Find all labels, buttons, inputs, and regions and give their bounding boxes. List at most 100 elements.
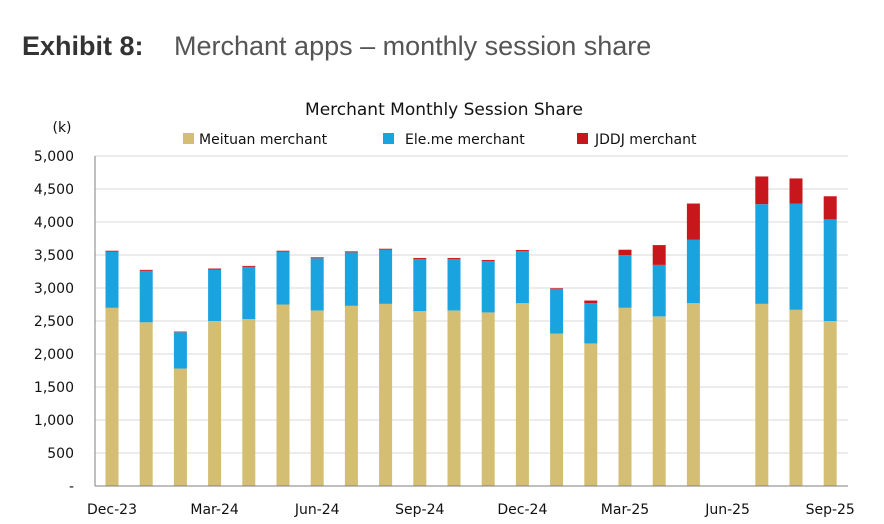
bar-jddj xyxy=(823,196,837,220)
bar-eleme xyxy=(823,219,837,321)
bar-meituan xyxy=(105,307,119,486)
x-axis-ticks: Dec-23 Mar-24 Jun-24 Sep-24 Dec-24 Mar-25 Jun-… xyxy=(87,502,855,518)
y-tick-label: 4,000 xyxy=(34,215,74,231)
x-tick-label: Jun-24 xyxy=(294,502,340,518)
bar-meituan xyxy=(823,321,837,486)
bar-jddj xyxy=(173,331,187,333)
bars xyxy=(105,176,837,486)
bar-jddj xyxy=(789,178,803,204)
bar-eleme xyxy=(105,251,119,308)
bar-eleme xyxy=(447,258,461,311)
bar-eleme xyxy=(276,251,290,305)
bar-eleme xyxy=(242,266,256,320)
y-tick-label: 500 xyxy=(47,446,74,462)
bar-jddj xyxy=(276,250,290,252)
y-tick-label: 2,000 xyxy=(34,347,74,363)
bar-meituan xyxy=(379,303,393,486)
bar-meituan xyxy=(686,303,700,486)
bar-eleme xyxy=(550,289,564,334)
exhibit-label: Exhibit 8: xyxy=(22,31,144,61)
legend-label-eleme: Ele.me merchant xyxy=(405,132,525,148)
bar-eleme xyxy=(344,252,358,306)
bar-eleme xyxy=(413,258,427,312)
bar-meituan xyxy=(652,316,666,486)
bar-eleme xyxy=(789,203,803,310)
x-tick-label: Sep-25 xyxy=(806,502,855,518)
bar-meituan xyxy=(208,321,222,486)
bar-jddj xyxy=(344,251,358,253)
gridlines xyxy=(95,155,848,454)
legend-swatch-eleme xyxy=(383,133,394,144)
bar-eleme xyxy=(379,249,393,304)
legend: Meituan merchant Ele.me merchant JDDJ me… xyxy=(183,132,697,148)
bar-meituan xyxy=(447,310,461,486)
y-axis-ticks: - 500 1,000 1,500 2,000 2,500 3,000 3,500 4,000 4… xyxy=(34,149,74,495)
y-tick-label: 1,000 xyxy=(34,413,74,429)
bar-eleme xyxy=(208,269,222,321)
legend-label-jddj: JDDJ merchant xyxy=(594,132,697,148)
legend-label-meituan: Meituan merchant xyxy=(199,132,328,148)
axes xyxy=(94,156,848,487)
y-tick-label: - xyxy=(69,479,74,495)
bar-eleme xyxy=(173,332,187,369)
bar-meituan xyxy=(310,310,324,486)
bar-jddj xyxy=(618,249,632,255)
bar-jddj xyxy=(584,300,598,304)
bar-jddj xyxy=(686,203,700,240)
bar-jddj xyxy=(208,268,222,270)
bar-jddj xyxy=(105,250,119,252)
bar-eleme xyxy=(686,239,700,304)
bar-jddj xyxy=(139,269,153,271)
y-tick-label: 5,000 xyxy=(34,149,74,165)
bar-eleme xyxy=(584,303,598,344)
bar-eleme xyxy=(618,255,632,308)
bar-jddj xyxy=(652,245,666,265)
x-tick-label: Dec-24 xyxy=(497,502,547,518)
bar-eleme xyxy=(310,258,324,311)
y-tick-label: 3,000 xyxy=(34,281,74,297)
bar-jddj xyxy=(310,257,324,259)
y-tick-label: 3,500 xyxy=(34,248,74,264)
bar-eleme xyxy=(652,264,666,317)
bar-meituan xyxy=(242,319,256,486)
bar-eleme xyxy=(139,270,153,323)
bar-jddj xyxy=(515,250,529,252)
bar-meituan xyxy=(481,312,495,486)
bar-eleme xyxy=(515,251,529,304)
exhibit-header: Exhibit 8: Merchant apps – monthly sessio… xyxy=(22,28,651,64)
bar-meituan xyxy=(413,311,427,486)
bar-jddj xyxy=(481,259,495,261)
bar-eleme xyxy=(481,260,495,313)
bar-jddj xyxy=(447,257,461,259)
y-tick-label: 1,500 xyxy=(34,380,74,396)
bar-meituan xyxy=(755,303,769,486)
bar-eleme xyxy=(755,204,769,304)
x-tick-label: Mar-25 xyxy=(601,502,649,518)
y-tick-label: 4,500 xyxy=(34,182,74,198)
bar-jddj xyxy=(550,288,564,290)
y-axis-unit-label: (k) xyxy=(52,120,71,136)
bar-meituan xyxy=(276,304,290,486)
bar-meituan xyxy=(618,307,632,486)
x-tick-label: Mar-24 xyxy=(190,502,238,518)
x-tick-label: Jun-25 xyxy=(704,502,750,518)
exhibit-title: Merchant apps – monthly session share xyxy=(174,31,652,61)
bar-jddj xyxy=(242,265,256,267)
chart-title: Merchant Monthly Session Share xyxy=(305,100,583,120)
legend-swatch-meituan xyxy=(183,133,194,144)
bar-meituan xyxy=(344,305,358,486)
x-tick-label: Sep-24 xyxy=(395,502,444,518)
bar-meituan xyxy=(584,343,598,486)
bar-jddj xyxy=(379,248,393,250)
bar-jddj xyxy=(413,257,427,259)
x-tick-label: Dec-23 xyxy=(87,502,137,518)
y-tick-label: 2,500 xyxy=(34,314,74,330)
bar-jddj xyxy=(755,176,769,205)
bar-meituan xyxy=(515,303,529,486)
bar-meituan xyxy=(550,333,564,486)
bar-meituan xyxy=(789,309,803,486)
bar-meituan xyxy=(139,322,153,486)
bar-meituan xyxy=(173,368,187,486)
legend-swatch-jddj xyxy=(577,133,588,144)
